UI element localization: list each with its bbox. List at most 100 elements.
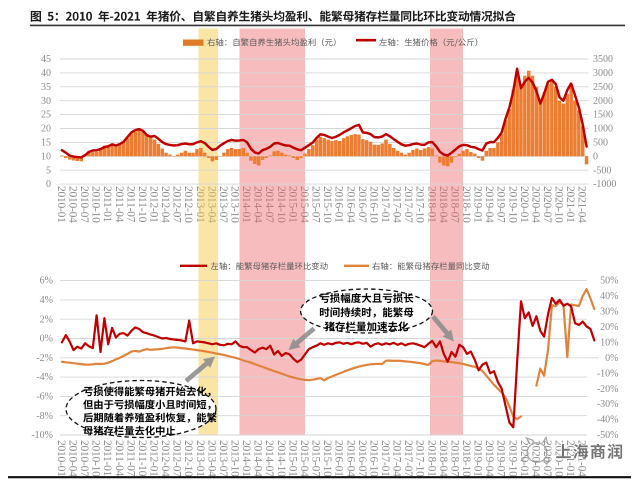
svg-text:2021-01: 2021-01 xyxy=(564,186,576,223)
svg-text:2010-07: 2010-07 xyxy=(78,440,90,477)
svg-text:40%: 40% xyxy=(600,291,618,302)
svg-text:2012-04: 2012-04 xyxy=(159,186,171,223)
svg-text:2014-10: 2014-10 xyxy=(275,186,287,223)
svg-text:2010-01: 2010-01 xyxy=(55,186,67,223)
svg-text:2013-07: 2013-07 xyxy=(217,186,229,223)
svg-text:20: 20 xyxy=(41,124,51,135)
svg-text:2014-07: 2014-07 xyxy=(263,186,275,223)
svg-text:2010-07: 2010-07 xyxy=(78,186,90,223)
svg-text:0%: 0% xyxy=(40,334,53,345)
svg-text:-10%: -10% xyxy=(597,368,619,379)
svg-text:3000: 3000 xyxy=(593,68,613,79)
svg-text:2013-10: 2013-10 xyxy=(229,440,241,477)
svg-text:-20%: -20% xyxy=(597,384,619,395)
svg-text:2019-10: 2019-10 xyxy=(506,186,518,223)
svg-text:2012-04: 2012-04 xyxy=(159,440,171,477)
svg-text:2019-04: 2019-04 xyxy=(483,440,495,477)
svg-text:0%: 0% xyxy=(605,353,618,364)
svg-text:2015-10: 2015-10 xyxy=(321,186,333,223)
svg-text:2011-04: 2011-04 xyxy=(113,186,125,223)
svg-text:0: 0 xyxy=(593,151,598,162)
svg-text:2012-07: 2012-07 xyxy=(171,440,183,477)
svg-text:2015-10: 2015-10 xyxy=(321,440,333,477)
svg-text:20%: 20% xyxy=(600,322,618,333)
svg-text:2019-01: 2019-01 xyxy=(472,440,484,477)
svg-text:15: 15 xyxy=(41,138,51,149)
svg-text:2018-04: 2018-04 xyxy=(437,440,449,477)
svg-text:2010-04: 2010-04 xyxy=(67,440,79,477)
svg-text:2018-01: 2018-01 xyxy=(425,440,437,477)
svg-text:2010-10: 2010-10 xyxy=(90,440,102,477)
svg-text:2000: 2000 xyxy=(593,96,613,107)
svg-text:-1000: -1000 xyxy=(593,179,616,190)
svg-text:2018-10: 2018-10 xyxy=(460,186,472,223)
svg-text:2011-10: 2011-10 xyxy=(136,440,148,477)
svg-text:-2%: -2% xyxy=(36,353,53,364)
svg-text:1500: 1500 xyxy=(593,110,613,121)
svg-text:2020-10: 2020-10 xyxy=(553,186,565,223)
svg-text:-40%: -40% xyxy=(597,415,619,426)
svg-text:2011-04: 2011-04 xyxy=(113,440,125,477)
svg-text:2019-07: 2019-07 xyxy=(495,186,507,223)
svg-text:2018-04: 2018-04 xyxy=(437,186,449,223)
svg-text:2500: 2500 xyxy=(593,82,613,93)
svg-text:2020-04: 2020-04 xyxy=(529,440,541,477)
svg-text:2018-10: 2018-10 xyxy=(460,440,472,477)
svg-text:2014-04: 2014-04 xyxy=(252,440,264,477)
svg-text:-30%: -30% xyxy=(597,399,619,410)
svg-text:2017-07: 2017-07 xyxy=(402,186,414,223)
svg-text:2018-07: 2018-07 xyxy=(448,440,460,477)
svg-text:-50%: -50% xyxy=(597,430,619,441)
svg-text:30: 30 xyxy=(41,96,51,107)
svg-text:-4%: -4% xyxy=(36,372,53,383)
svg-text:1000: 1000 xyxy=(593,124,613,135)
svg-text:2014-01: 2014-01 xyxy=(240,440,252,477)
svg-text:5: 5 xyxy=(46,165,51,176)
svg-text:2017-10: 2017-10 xyxy=(414,440,426,477)
svg-text:2016-04: 2016-04 xyxy=(344,440,356,477)
svg-text:2014-10: 2014-10 xyxy=(275,440,287,477)
svg-text:2017-04: 2017-04 xyxy=(391,186,403,223)
svg-text:2019-10: 2019-10 xyxy=(506,440,518,477)
svg-text:500: 500 xyxy=(593,138,608,149)
svg-text:2016-01: 2016-01 xyxy=(333,186,345,223)
svg-text:2017-04: 2017-04 xyxy=(391,440,403,477)
svg-text:25: 25 xyxy=(41,110,51,121)
svg-text:2016-10: 2016-10 xyxy=(367,186,379,223)
svg-text:2016-10: 2016-10 xyxy=(367,440,379,477)
svg-text:2013-10: 2013-10 xyxy=(229,186,241,223)
svg-text:2019-01: 2019-01 xyxy=(472,186,484,223)
svg-text:2017-01: 2017-01 xyxy=(379,440,391,477)
svg-text:2020-01: 2020-01 xyxy=(518,186,530,223)
svg-text:2016-01: 2016-01 xyxy=(333,440,345,477)
svg-text:2013-01: 2013-01 xyxy=(194,440,206,477)
svg-text:2011-01: 2011-01 xyxy=(101,186,113,223)
svg-text:2016-07: 2016-07 xyxy=(356,186,368,223)
svg-text:2013-07: 2013-07 xyxy=(217,440,229,477)
svg-text:2010-04: 2010-04 xyxy=(67,186,79,223)
svg-text:10%: 10% xyxy=(600,338,618,349)
svg-text:2015-01: 2015-01 xyxy=(286,186,298,223)
svg-text:2015-01: 2015-01 xyxy=(286,440,298,477)
svg-text:2012-10: 2012-10 xyxy=(182,440,194,477)
svg-text:2012-10: 2012-10 xyxy=(182,186,194,223)
svg-text:2015-04: 2015-04 xyxy=(298,186,310,223)
svg-text:4%: 4% xyxy=(40,295,53,306)
svg-text:-6%: -6% xyxy=(36,392,53,403)
svg-text:2018-01: 2018-01 xyxy=(425,186,437,223)
svg-text:2012-01: 2012-01 xyxy=(148,186,160,223)
svg-text:2013-01: 2013-01 xyxy=(194,186,206,223)
svg-text:2011-07: 2011-07 xyxy=(124,440,136,477)
svg-text:2011-01: 2011-01 xyxy=(101,440,113,477)
svg-text:2014-01: 2014-01 xyxy=(240,186,252,223)
svg-text:2019-04: 2019-04 xyxy=(483,186,495,223)
svg-text:2019-07: 2019-07 xyxy=(495,440,507,477)
svg-text:2017-01: 2017-01 xyxy=(379,186,391,223)
svg-text:2015-07: 2015-07 xyxy=(310,186,322,223)
svg-text:-500: -500 xyxy=(593,165,611,176)
svg-text:2014-04: 2014-04 xyxy=(252,186,264,223)
svg-text:40: 40 xyxy=(41,68,51,79)
svg-text:0: 0 xyxy=(46,179,51,190)
svg-text:2013-04: 2013-04 xyxy=(205,186,217,223)
svg-text:2013-04: 2013-04 xyxy=(205,440,217,477)
